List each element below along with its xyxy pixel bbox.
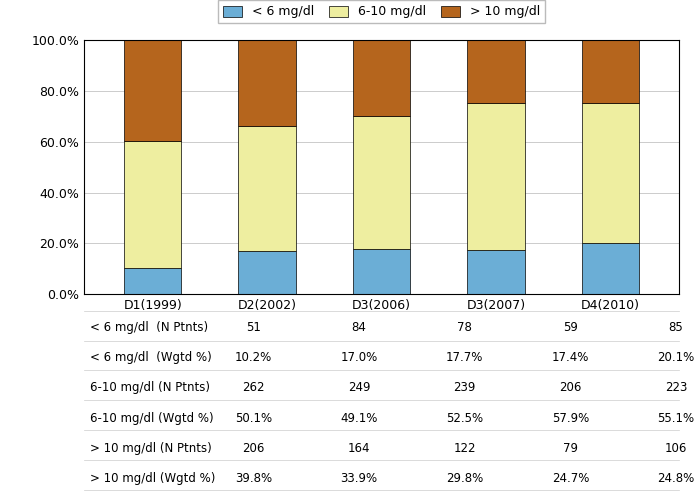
Bar — [124, 141, 181, 268]
Text: 79: 79 — [563, 442, 578, 455]
Text: 6-10 mg/dl (Wgtd %): 6-10 mg/dl (Wgtd %) — [90, 412, 214, 425]
Bar — [353, 249, 410, 294]
Text: > 10 mg/dl (N Ptnts): > 10 mg/dl (N Ptnts) — [90, 442, 211, 455]
Text: 249: 249 — [348, 382, 370, 394]
Legend: < 6 mg/dl, 6-10 mg/dl, > 10 mg/dl: < 6 mg/dl, 6-10 mg/dl, > 10 mg/dl — [218, 0, 545, 24]
Bar — [124, 268, 181, 294]
Bar — [582, 243, 639, 294]
Bar — [353, 116, 410, 249]
Bar — [239, 251, 295, 294]
Text: 206: 206 — [559, 382, 582, 394]
Text: 57.9%: 57.9% — [552, 412, 589, 425]
Text: 6-10 mg/dl (N Ptnts): 6-10 mg/dl (N Ptnts) — [90, 382, 210, 394]
Text: 206: 206 — [242, 442, 265, 455]
Text: 49.1%: 49.1% — [340, 412, 378, 425]
Text: < 6 mg/dl  (N Ptnts): < 6 mg/dl (N Ptnts) — [90, 321, 208, 334]
Text: 55.1%: 55.1% — [657, 412, 694, 425]
Text: 122: 122 — [454, 442, 476, 455]
Text: 17.4%: 17.4% — [552, 351, 589, 364]
Bar — [353, 40, 410, 116]
Text: 239: 239 — [454, 382, 476, 394]
Text: 33.9%: 33.9% — [341, 472, 378, 486]
Text: 50.1%: 50.1% — [235, 412, 272, 425]
Bar — [468, 103, 524, 250]
Bar — [582, 40, 639, 103]
Text: 51: 51 — [246, 321, 261, 334]
Bar — [239, 126, 295, 251]
Text: 106: 106 — [665, 442, 687, 455]
Bar — [582, 103, 639, 243]
Bar — [239, 40, 295, 126]
Text: 84: 84 — [351, 321, 367, 334]
Text: 164: 164 — [348, 442, 370, 455]
Text: 85: 85 — [668, 321, 683, 334]
Text: 39.8%: 39.8% — [235, 472, 272, 486]
Text: 262: 262 — [242, 382, 265, 394]
Bar — [468, 40, 524, 103]
Text: 59: 59 — [563, 321, 578, 334]
Text: 29.8%: 29.8% — [446, 472, 484, 486]
Bar — [124, 40, 181, 141]
Bar — [468, 250, 524, 294]
Text: 78: 78 — [457, 321, 473, 334]
Text: < 6 mg/dl  (Wgtd %): < 6 mg/dl (Wgtd %) — [90, 351, 211, 364]
Text: 10.2%: 10.2% — [235, 351, 272, 364]
Text: 17.7%: 17.7% — [446, 351, 484, 364]
Text: 24.8%: 24.8% — [657, 472, 694, 486]
Text: > 10 mg/dl (Wgtd %): > 10 mg/dl (Wgtd %) — [90, 472, 216, 486]
Text: 17.0%: 17.0% — [341, 351, 378, 364]
Text: 20.1%: 20.1% — [657, 351, 694, 364]
Text: 223: 223 — [665, 382, 687, 394]
Text: 52.5%: 52.5% — [446, 412, 484, 425]
Text: 24.7%: 24.7% — [552, 472, 589, 486]
